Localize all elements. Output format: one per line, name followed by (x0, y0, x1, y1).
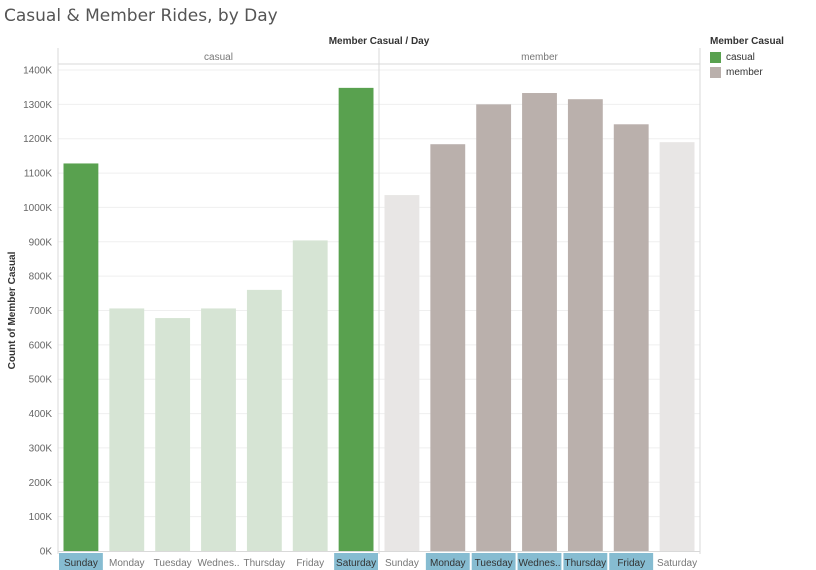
x-tick-label: Saturday (336, 558, 376, 569)
x-tick-highlight (59, 553, 103, 570)
legend-item-member[interactable]: member (710, 67, 784, 78)
x-tick-highlight (563, 553, 608, 570)
y-tick-label: 900K (29, 237, 53, 248)
column-header: Member Casual / Day (329, 36, 430, 47)
bar-member-0 (384, 195, 420, 551)
bar-member-6 (659, 142, 695, 551)
y-tick-label: 1100K (24, 169, 53, 180)
bar-casual-5 (292, 240, 328, 551)
x-tick-label: Sunday (64, 558, 98, 569)
y-axis-label: Count of Member Casual (7, 251, 18, 369)
x-tick-label: Wednes.. (197, 558, 239, 569)
panel-header-casual: casual (204, 52, 233, 63)
x-tick-label: Friday (296, 558, 324, 569)
bar-casual-2 (155, 318, 191, 551)
y-tick-label: 1300K (23, 100, 52, 111)
legend-item-casual[interactable]: casual (710, 52, 784, 63)
legend: Member Casual casual member (710, 36, 784, 82)
x-tick-label: Tuesday (475, 558, 513, 569)
y-tick-label: 1000K (23, 203, 52, 214)
bar-casual-0 (63, 163, 99, 552)
legend-title: Member Casual (710, 36, 784, 47)
bar-casual-6 (338, 87, 374, 551)
x-tick-highlight (334, 553, 378, 570)
y-tick-label: 200K (29, 478, 53, 489)
y-tick-label: 300K (29, 443, 53, 454)
bar-casual-4 (246, 289, 282, 551)
x-tick-label: Tuesday (154, 558, 192, 569)
legend-swatch-casual (710, 52, 721, 63)
chart-title: Casual & Member Rides, by Day (4, 6, 278, 26)
legend-swatch-member (710, 67, 721, 78)
y-tick-label: 1200K (23, 134, 52, 145)
panel-header-member: member (521, 52, 558, 63)
x-tick-label: Thursday (244, 558, 286, 569)
bar-member-1 (430, 144, 466, 551)
legend-label-casual: casual (726, 52, 755, 63)
bar-casual-1 (109, 308, 145, 551)
x-tick-label: Friday (617, 558, 645, 569)
x-tick-label: Saturday (657, 558, 697, 569)
bar-casual-3 (201, 308, 236, 551)
bar-member-5 (613, 124, 649, 551)
bar-member-2 (476, 104, 512, 551)
x-tick-highlight (517, 553, 562, 570)
y-tick-label: 500K (29, 375, 53, 386)
y-tick-label: 700K (29, 306, 53, 317)
x-tick-highlight (425, 553, 470, 570)
x-tick-label: Monday (109, 558, 145, 569)
bar-member-4 (567, 99, 603, 551)
y-tick-label: 1400K (23, 66, 52, 77)
y-tick-label: 800K (29, 272, 53, 283)
x-tick-label: Monday (430, 558, 466, 569)
y-tick-label: 100K (29, 512, 53, 523)
x-tick-highlight (471, 553, 516, 570)
y-tick-label: 0K (40, 547, 53, 558)
x-tick-label: Thursday (565, 558, 607, 569)
x-tick-highlight (609, 553, 654, 570)
y-tick-label: 600K (29, 340, 53, 351)
x-tick-label: Sunday (385, 558, 419, 569)
y-tick-label: 400K (29, 409, 53, 420)
bar-member-3 (522, 93, 557, 551)
legend-label-member: member (726, 67, 763, 78)
x-tick-label: Wednes.. (518, 558, 560, 569)
